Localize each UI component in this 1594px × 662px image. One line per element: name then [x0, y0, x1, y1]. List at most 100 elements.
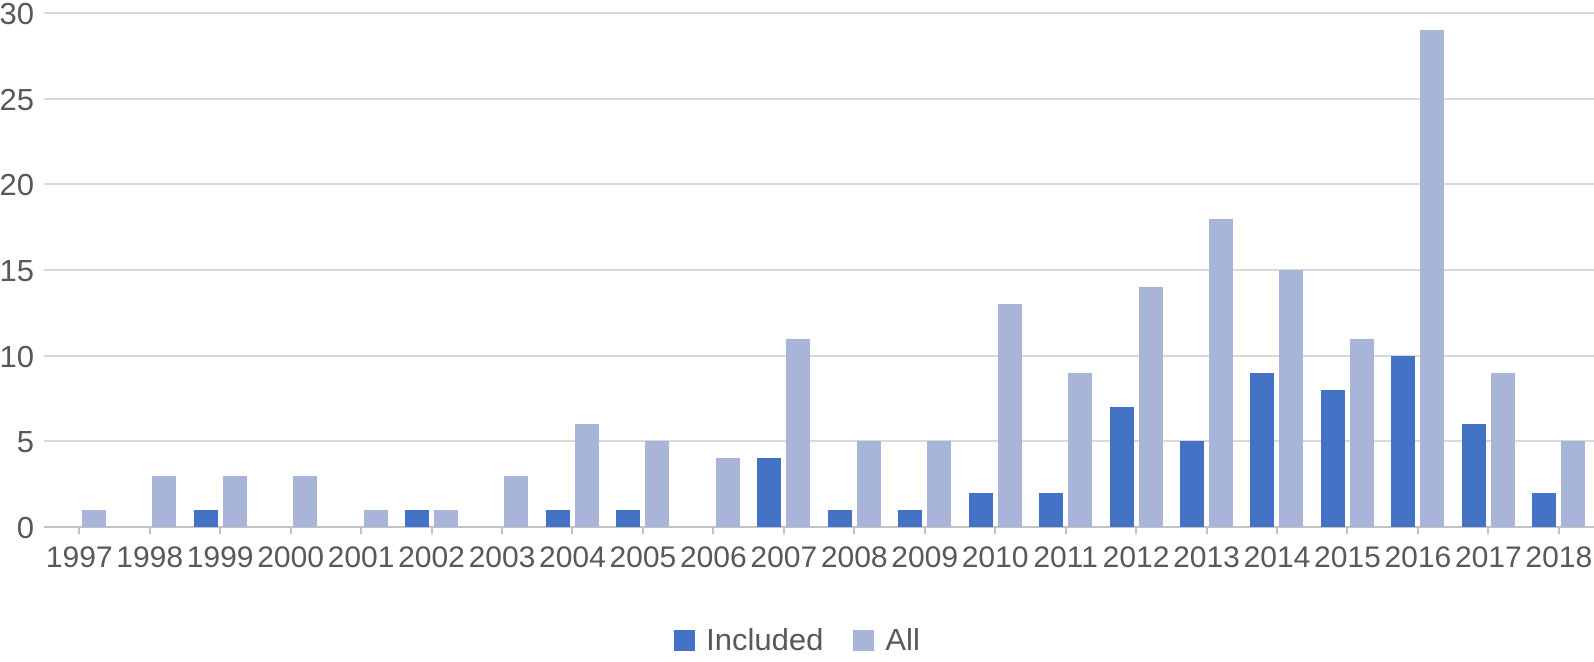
y-axis-label-10: 10	[0, 338, 34, 374]
legend-swatch-all	[853, 629, 875, 651]
bar-all-2012	[1138, 287, 1163, 527]
x-axis-label-2010: 2010	[961, 541, 1029, 574]
bar-all-2018	[1561, 441, 1586, 527]
gridline-y20	[44, 183, 1594, 186]
bar-all-2017	[1490, 372, 1515, 527]
bar-all-2014	[1279, 270, 1304, 527]
bar-all-2013	[1209, 218, 1233, 527]
gridline-y25	[44, 97, 1594, 100]
y-axis-label-25: 25	[0, 81, 34, 117]
x-axis-tick	[1275, 527, 1278, 534]
x-axis-label-2016: 2016	[1384, 541, 1452, 574]
y-axis-label-5: 5	[16, 424, 34, 460]
y-axis-label-15: 15	[0, 253, 34, 288]
x-axis-label-2004: 2004	[539, 541, 606, 574]
bar-all-1999	[222, 475, 247, 527]
x-axis-label-2005: 2005	[609, 541, 677, 574]
x-axis-tick	[782, 527, 785, 534]
bar-all-2004	[574, 424, 599, 527]
x-axis-label-2000: 2000	[257, 541, 324, 574]
x-axis-tick	[289, 527, 292, 534]
bar-all-2015	[1349, 338, 1374, 527]
x-axis-tick	[360, 527, 363, 534]
x-axis-line	[44, 526, 1594, 528]
x-axis-tick	[1487, 527, 1490, 534]
bar-all-2005	[645, 441, 670, 527]
x-axis-label-2002: 2002	[398, 541, 465, 574]
legend-item-all: All	[853, 622, 920, 658]
bar-all-2011	[1068, 372, 1093, 527]
bar-included-2014	[1250, 372, 1275, 527]
x-axis-tick	[500, 527, 503, 534]
gridline-y5	[44, 440, 1594, 443]
y-axis-label-20: 20	[0, 167, 34, 203]
bar-all-2006	[715, 458, 740, 527]
x-axis-tick	[430, 527, 433, 534]
chart-legend: Included All	[0, 622, 1594, 658]
bar-included-2016	[1391, 355, 1416, 527]
x-axis-label-2006: 2006	[679, 541, 747, 574]
bar-included-2008	[827, 509, 852, 527]
bar-all-2009	[927, 441, 952, 527]
bar-included-1999	[193, 509, 218, 527]
x-axis-label-2014: 2014	[1243, 541, 1311, 574]
x-axis-label-2018: 2018	[1525, 541, 1593, 574]
gridline-y15	[44, 269, 1594, 271]
x-axis-tick	[1205, 527, 1208, 534]
bar-all-2010	[997, 304, 1022, 527]
x-axis-label-1997: 1997	[45, 541, 113, 574]
legend-swatch-included	[674, 629, 696, 651]
bar-included-2005	[616, 509, 641, 527]
y-axis-label-0: 0	[16, 510, 34, 545]
bar-included-2013	[1180, 441, 1204, 527]
gridline-y10	[44, 354, 1594, 357]
bar-all-2007	[786, 338, 811, 527]
bar-included-2010	[968, 492, 993, 527]
bar-included-2007	[757, 458, 782, 527]
x-axis-tick	[712, 527, 715, 534]
x-axis-tick	[1346, 527, 1349, 534]
bar-included-2009	[898, 509, 923, 527]
x-axis-label-2013: 2013	[1173, 541, 1240, 574]
x-axis-label-2007: 2007	[750, 541, 818, 574]
legend-item-included: Included	[674, 622, 823, 658]
x-axis-label-2003: 2003	[468, 541, 536, 574]
legend-label-included: Included	[706, 622, 824, 657]
x-axis-tick	[1416, 527, 1419, 534]
bar-included-2017	[1461, 424, 1486, 527]
x-axis-tick	[78, 527, 81, 534]
x-axis-tick	[853, 527, 856, 534]
bar-included-2004	[545, 509, 570, 527]
bar-all-1998	[152, 475, 177, 527]
x-axis-label-2009: 2009	[891, 541, 959, 574]
x-axis-label-2011: 2011	[1033, 541, 1098, 574]
x-axis-label-1999: 1999	[186, 541, 254, 574]
bar-included-2002	[405, 509, 429, 527]
bar-all-1997	[81, 509, 106, 527]
x-axis-tick	[923, 527, 926, 534]
x-axis-tick	[994, 527, 997, 534]
x-axis-label-1998: 1998	[116, 541, 184, 574]
x-axis-tick	[1135, 527, 1138, 534]
bar-all-2016	[1420, 30, 1445, 527]
x-axis-label-2001: 2001	[327, 541, 395, 574]
x-axis-label-2015: 2015	[1314, 541, 1381, 574]
x-axis-label-2012: 2012	[1102, 541, 1170, 574]
bar-all-2008	[856, 441, 881, 527]
bar-included-2015	[1320, 389, 1345, 527]
legend-label-all: All	[885, 622, 920, 657]
bar-all-2000	[293, 475, 318, 527]
y-axis-label-30: 30	[0, 0, 34, 31]
bar-included-2011	[1039, 492, 1064, 527]
bar-included-2018	[1532, 492, 1557, 527]
x-axis-label-2008: 2008	[820, 541, 888, 574]
x-axis-tick	[571, 527, 574, 534]
x-axis-tick	[148, 527, 151, 534]
x-axis-tick	[1557, 527, 1560, 534]
bar-included-2012	[1109, 407, 1134, 527]
bar-all-2002	[434, 509, 458, 527]
x-axis-tick	[1064, 527, 1067, 534]
gridline-y30	[44, 12, 1594, 14]
x-axis-tick	[219, 527, 222, 534]
